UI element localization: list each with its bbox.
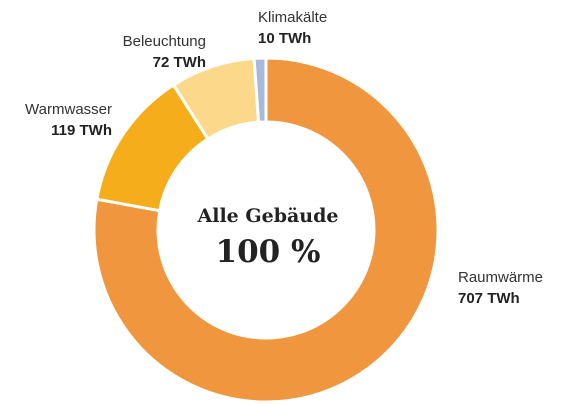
slice-label: Warmwasser xyxy=(25,101,112,118)
donut-slice xyxy=(92,56,440,404)
slice-label: Raumwärme xyxy=(458,269,543,286)
center-label: Alle Gebäude xyxy=(197,205,339,227)
center-value: 100 % xyxy=(216,234,321,270)
donut-slice xyxy=(252,56,268,124)
slice-label: Klimakälte xyxy=(258,9,327,26)
slice-label: Beleuchtung xyxy=(123,33,206,50)
slice-value: 10 TWh xyxy=(258,30,311,47)
slice-value: 119 TWh xyxy=(51,122,112,139)
slice-value: 72 TWh xyxy=(153,54,206,71)
slice-value: 707 TWh xyxy=(458,290,520,307)
